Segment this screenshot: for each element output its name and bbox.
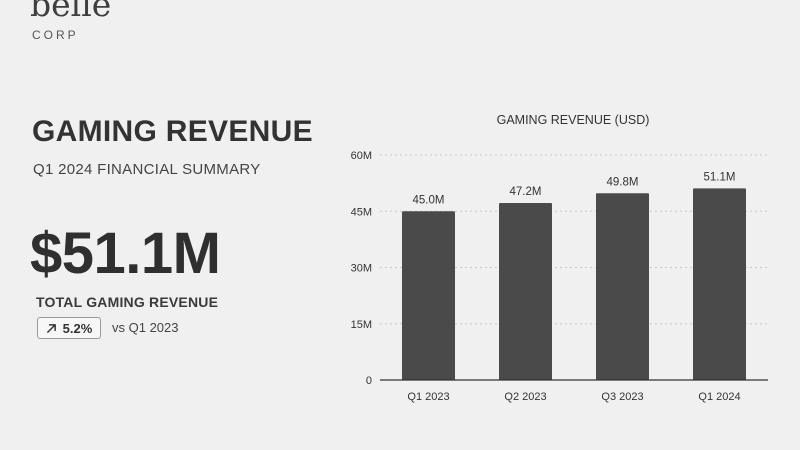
brand-subline: CORP bbox=[32, 28, 79, 42]
bar bbox=[693, 188, 746, 380]
x-tick-label: Q3 2023 bbox=[601, 391, 643, 403]
revenue-bar-chart: GAMING REVENUE (USD) 0 15M 30M 45M 60M 45.0M… bbox=[351, 113, 768, 403]
bar-data-label: 45.0M bbox=[413, 194, 445, 206]
x-tick-label: Q1 2024 bbox=[698, 391, 740, 403]
y-tick-label: 60M bbox=[351, 150, 372, 162]
comparison-label: vs Q1 2023 bbox=[112, 320, 179, 335]
y-tick-label: 45M bbox=[351, 206, 372, 218]
y-tick-label: 30M bbox=[351, 263, 372, 275]
brand-logo: belle CORP bbox=[30, 0, 111, 42]
bar bbox=[499, 203, 552, 380]
kpi-value: $51.1M bbox=[30, 221, 221, 286]
bar-data-label: 51.1M bbox=[704, 171, 736, 183]
kpi-label: TOTAL GAMING REVENUE bbox=[36, 294, 219, 310]
arrow-up-right-icon bbox=[46, 323, 56, 333]
y-tick-label: 0 bbox=[366, 375, 372, 387]
bar bbox=[596, 193, 649, 380]
change-badge: 5.2% bbox=[37, 317, 101, 339]
x-tick-label: Q1 2023 bbox=[407, 391, 449, 403]
chart-title: GAMING REVENUE (USD) bbox=[497, 113, 650, 127]
bar bbox=[402, 211, 455, 380]
x-tick-label: Q2 2023 bbox=[504, 391, 546, 403]
page-title: GAMING REVENUE bbox=[32, 115, 313, 148]
page-subtitle: Q1 2024 FINANCIAL SUMMARY bbox=[33, 161, 261, 178]
change-value: 5.2% bbox=[62, 320, 93, 336]
brand-wordmark: belle bbox=[30, 0, 112, 24]
y-tick-label: 15M bbox=[351, 319, 372, 331]
bar-data-label: 49.8M bbox=[607, 176, 639, 188]
bar-data-label: 47.2M bbox=[510, 186, 542, 198]
